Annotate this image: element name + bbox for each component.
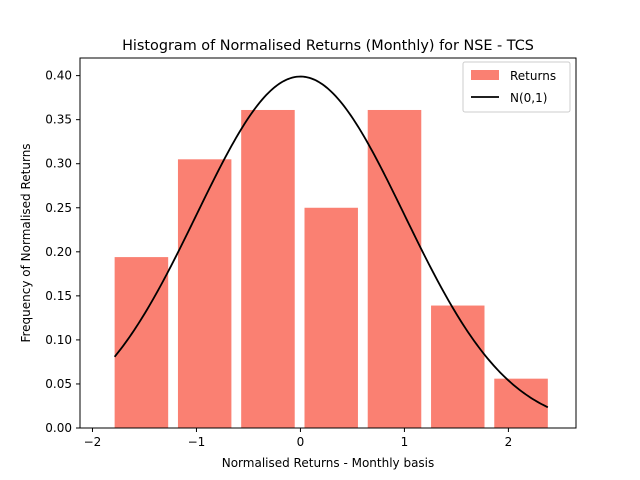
y-tick-label: 0.35 (45, 113, 72, 127)
histogram-bar-1 (114, 257, 169, 428)
x-tick-label: 1 (401, 435, 409, 449)
y-axis-ticks: 0.00 0.05 0.10 0.15 0.20 0.25 0.30 0.35 0.40 (45, 69, 80, 435)
y-tick-label: 0.00 (45, 421, 72, 435)
y-tick-label: 0.40 (45, 69, 72, 83)
bars-group (114, 109, 548, 429)
histogram-bar-6 (431, 305, 485, 428)
y-axis-label: Frequency of Normalised Returns (19, 143, 33, 342)
legend-returns-swatch (471, 70, 499, 80)
normal-pdf-line (113, 75, 549, 409)
histogram-bar-5 (367, 109, 422, 428)
histogram-bar-3 (241, 109, 295, 428)
normal-curve-group (113, 75, 549, 409)
legend-returns-label: Returns (510, 69, 556, 83)
y-tick-label: 0.30 (45, 157, 72, 171)
legend: Returns N(0,1) (462, 61, 571, 113)
x-axis-label: Normalised Returns - Monthly basis (222, 456, 435, 470)
chart-title: Histogram of Normalised Returns (Monthly… (122, 38, 534, 54)
x-tick-label: −1 (188, 435, 206, 449)
y-tick-label: 0.05 (45, 377, 72, 391)
y-tick-label: 0.25 (45, 201, 72, 215)
x-axis-ticks: −2 −1 0 1 2 (84, 428, 513, 449)
x-tick-label: −2 (84, 435, 102, 449)
legend-normal-label: N(0,1) (510, 91, 547, 105)
y-tick-label: 0.10 (45, 333, 72, 347)
plot-area-frame (79, 57, 577, 429)
y-tick-label: 0.15 (45, 289, 72, 303)
histogram-bar-2 (177, 159, 232, 429)
x-tick-label: 0 (297, 435, 305, 449)
histogram-bar-4 (304, 207, 358, 428)
x-tick-label: 2 (505, 435, 513, 449)
y-tick-label: 0.20 (45, 245, 72, 259)
